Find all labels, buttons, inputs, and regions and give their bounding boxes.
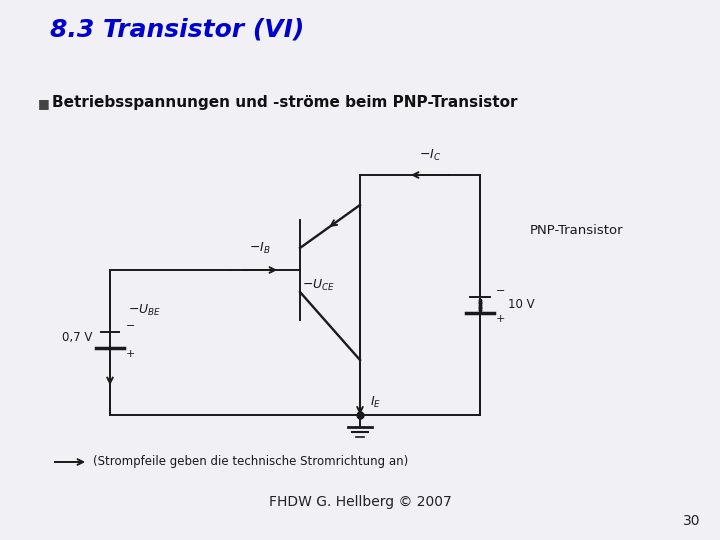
Text: −: −	[126, 321, 135, 331]
Text: ■: ■	[38, 97, 50, 110]
Text: PNP-Transistor: PNP-Transistor	[530, 224, 624, 237]
Text: (Strompfeile geben die technische Stromrichtung an): (Strompfeile geben die technische Stromr…	[93, 456, 408, 469]
Text: +: +	[496, 314, 505, 324]
Text: $-I_C$: $-I_C$	[419, 148, 441, 163]
Text: −: −	[496, 286, 505, 296]
Text: 10 V: 10 V	[508, 299, 535, 312]
Text: 8.3 Transistor (VI): 8.3 Transistor (VI)	[50, 18, 305, 42]
Text: $-U_{CE}$: $-U_{CE}$	[302, 278, 336, 293]
Text: $-I_B$: $-I_B$	[249, 241, 271, 256]
Text: $I_E$: $I_E$	[370, 395, 381, 410]
Text: Betriebsspannungen und -ströme beim PNP-Transistor: Betriebsspannungen und -ströme beim PNP-…	[52, 95, 518, 110]
Text: +: +	[126, 349, 135, 359]
Text: 30: 30	[683, 514, 700, 528]
Text: $-U_{BE}$: $-U_{BE}$	[128, 302, 161, 318]
Text: FHDW G. Hellberg © 2007: FHDW G. Hellberg © 2007	[269, 495, 451, 509]
Text: 0,7 V: 0,7 V	[62, 332, 92, 345]
